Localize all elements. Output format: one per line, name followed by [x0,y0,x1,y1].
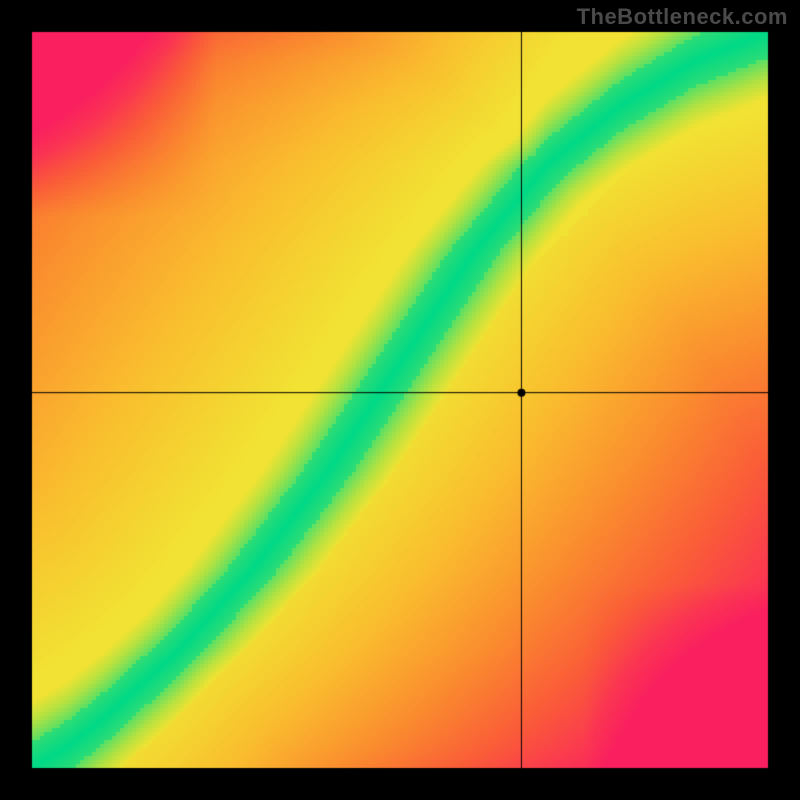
watermark-label: TheBottleneck.com [577,4,788,30]
chart-container: TheBottleneck.com [0,0,800,800]
bottleneck-heatmap-canvas [0,0,800,800]
